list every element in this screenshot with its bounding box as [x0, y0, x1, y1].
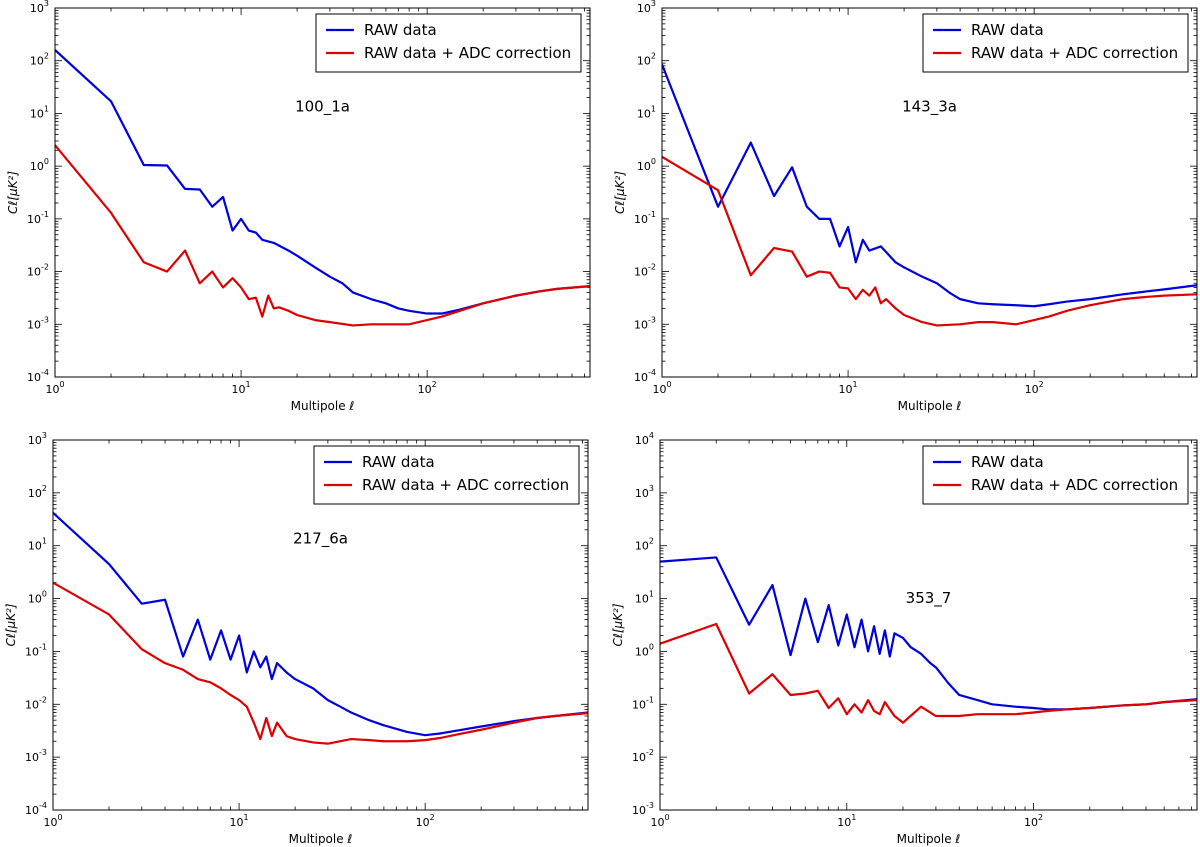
y-tick-label: 10-2: [25, 695, 47, 711]
y-tick-label: 102: [637, 52, 656, 68]
x-axis-label: Multipole ℓ: [898, 399, 962, 413]
y-tick-label: 102: [635, 537, 654, 553]
plot-frame: [54, 7, 591, 378]
series-line-raw: [55, 49, 590, 315]
y-tick-label: 10-1: [27, 210, 49, 226]
legend-entry: RAW data: [364, 21, 437, 39]
y-tick-label: 100: [28, 590, 47, 606]
legend-entry: RAW data: [362, 453, 435, 471]
y-tick-label: 101: [28, 537, 47, 553]
y-tick-label: 100: [30, 157, 49, 173]
x-tick-label: 101: [837, 813, 856, 829]
legend-box: [922, 445, 1189, 505]
plot-frame: [661, 7, 1198, 378]
legend-box: [313, 445, 580, 505]
x-tick-label: 101: [839, 380, 858, 396]
x-tick-label: 101: [230, 813, 249, 829]
legend-box: [922, 13, 1189, 73]
y-tick-label: 10-3: [632, 801, 654, 817]
x-axis-label: Multipole ℓ: [897, 832, 961, 846]
series-line-adc-corrected: [53, 581, 588, 745]
legend-entry: RAW data: [971, 21, 1044, 39]
series-line-adc-corrected: [660, 622, 1197, 724]
series-line-adc-corrected: [55, 144, 590, 327]
chart-panel-3: 100 101 102 10-4 10-3 10-2 10-1 100 101 102 103 Mul…: [4, 431, 589, 846]
y-tick-label: 103: [28, 431, 47, 447]
y-tick-label: 10-4: [27, 368, 49, 384]
chart-panel-2: 100 101 102 10-4 10-3 10-2 10-1 100 101 102 103 Mul…: [613, 0, 1198, 413]
series-line-raw: [660, 556, 1197, 711]
legend-entry: RAW data: [971, 453, 1044, 471]
x-tick-label: 102: [1024, 813, 1043, 829]
y-tick-label: 10-3: [634, 315, 656, 331]
series-group: [55, 49, 590, 327]
y-tick-label: 10-1: [634, 210, 656, 226]
y-tick-label: 103: [637, 0, 656, 15]
y-tick-label: 100: [635, 642, 654, 658]
legend-entry: RAW data + ADC correction: [364, 44, 571, 62]
y-tick-label: 10-4: [25, 801, 47, 817]
panel-label: 100_1a: [295, 97, 350, 116]
series-group: [660, 556, 1197, 724]
x-axis-label: Multipole ℓ: [291, 399, 355, 413]
x-tick-label: 100: [45, 380, 64, 396]
y-axis-label: Cℓ[μK²]: [611, 603, 625, 646]
series-line-raw: [662, 64, 1197, 308]
x-tick-label: 100: [43, 813, 62, 829]
x-tick-label: 102: [416, 813, 435, 829]
legend-entry: RAW data + ADC correction: [971, 476, 1178, 494]
y-tick-label: 101: [30, 104, 49, 120]
x-tick-label: 102: [1025, 380, 1044, 396]
y-tick-label: 10-1: [632, 695, 654, 711]
legend: RAW data RAW data + ADC correction: [315, 13, 582, 73]
y-axis-label: Cℓ[μK²]: [613, 171, 627, 214]
y-tick-label: 10-1: [25, 642, 47, 658]
x-tick-label: 100: [652, 380, 671, 396]
y-tick-label: 10-2: [632, 748, 654, 764]
y-tick-label: 100: [637, 157, 656, 173]
y-axis-label: Cℓ[μK²]: [4, 603, 18, 646]
x-tick-label: 100: [650, 813, 669, 829]
legend-entry: RAW data + ADC correction: [971, 44, 1178, 62]
y-axis-label: Cℓ[μK²]: [6, 171, 20, 214]
y-tick-label: 104: [635, 431, 654, 447]
y-tick-label: 102: [28, 484, 47, 500]
chart-panel-1: 100 101 102 10-4 10-3 10-2 10-1 100 101 102 103 Mul…: [6, 0, 591, 413]
y-tick-label: 10-2: [27, 263, 49, 279]
panel-label: 143_3a: [902, 97, 957, 116]
series-line-adc-corrected: [662, 155, 1197, 327]
y-tick-label: 101: [635, 590, 654, 606]
plot-frame: [52, 439, 589, 811]
y-tick-label: 103: [30, 0, 49, 15]
legend: RAW data RAW data + ADC correction: [313, 445, 580, 505]
series-group: [662, 64, 1197, 327]
legend-box: [315, 13, 582, 73]
panel-label: 353_7: [906, 589, 952, 608]
legend-entry: RAW data + ADC correction: [362, 476, 569, 494]
x-axis-label: Multipole ℓ: [289, 832, 353, 846]
plot-frame: [659, 439, 1198, 811]
x-tick-label: 101: [232, 380, 251, 396]
legend: RAW data RAW data + ADC correction: [922, 445, 1189, 505]
chart-panel-4: 100 101 102 10-3 10-2 10-1 100 101 102 103 104 Mult…: [611, 431, 1198, 846]
y-tick-label: 10-2: [634, 263, 656, 279]
y-tick-label: 101: [637, 104, 656, 120]
panel-label: 217_6a: [293, 530, 348, 549]
y-tick-label: 10-3: [27, 315, 49, 331]
y-tick-label: 103: [635, 484, 654, 500]
y-tick-label: 102: [30, 52, 49, 68]
legend: RAW data RAW data + ADC correction: [922, 13, 1189, 73]
y-tick-label: 10-3: [25, 748, 47, 764]
series-group: [53, 511, 588, 745]
x-tick-label: 102: [418, 380, 437, 396]
series-line-raw: [53, 511, 588, 737]
y-tick-label: 10-4: [634, 368, 656, 384]
